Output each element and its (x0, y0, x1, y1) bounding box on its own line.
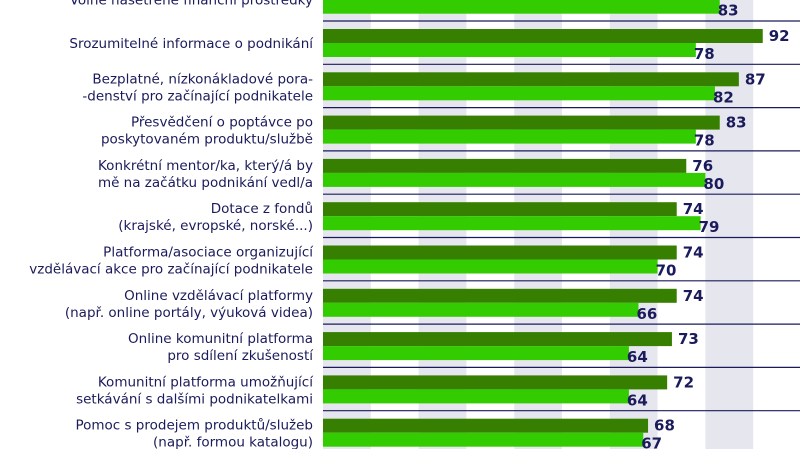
bar (323, 202, 677, 217)
bar (323, 115, 720, 130)
bar (323, 172, 706, 187)
data-label: 70 (656, 262, 677, 280)
data-label: 66 (636, 305, 657, 323)
data-label: 83 (718, 2, 739, 20)
bar (323, 216, 701, 231)
data-label: 78 (694, 132, 715, 150)
bar (323, 129, 696, 144)
category-label: Online vzdělávací platformy (124, 288, 313, 304)
category-label: Srozumitelné informace o podnikání (69, 36, 314, 52)
category-label: Bezplatné, nízkonákladové pora- (92, 71, 313, 87)
category-label: Pomoc s prodejem produktů/služeb (75, 418, 313, 434)
category-label: poskytovaném produktu/službě (101, 132, 313, 148)
data-label: 72 (673, 373, 694, 391)
category-label: (např. online portály, výuková videa) (65, 305, 313, 321)
data-label: 82 (713, 88, 734, 106)
category-label: Online komunitní platforma (128, 331, 313, 347)
bar (323, 389, 629, 404)
bar (323, 0, 720, 14)
category-label: (krajské, evropské, norské...) (118, 218, 313, 234)
data-label: 92 (769, 27, 790, 45)
data-label: 67 (641, 435, 662, 449)
data-label: 80 (703, 175, 724, 193)
bar (323, 29, 763, 43)
data-label: 83 (726, 114, 747, 132)
data-label: 68 (654, 417, 675, 435)
category-label: Dotace z fondů (211, 201, 313, 217)
data-label: 74 (683, 200, 704, 218)
category-label: (např. formou katalogu) (153, 435, 313, 449)
bar (323, 418, 649, 433)
bar (323, 432, 644, 447)
category-label: -denství pro začínající podnikatele (82, 88, 313, 104)
category-label: setkávání s dalšími podnikatelkami (76, 391, 313, 407)
data-label: 79 (699, 218, 720, 236)
category-label: Platforma/asociace organizující (103, 245, 314, 261)
data-label: 64 (627, 348, 648, 366)
data-label: 74 (683, 287, 704, 305)
data-label: 87 (745, 70, 766, 88)
bar (323, 43, 696, 57)
bar (323, 375, 668, 390)
bar (323, 245, 677, 260)
data-label: 74 (683, 244, 704, 262)
category-label: Komunitní platforma umožňující (98, 374, 314, 390)
data-label: 78 (694, 45, 715, 63)
bar (323, 72, 739, 87)
category-label: Konkrétní mentor/ka, který/á by (98, 158, 313, 174)
data-label: 64 (627, 391, 648, 409)
bar (323, 259, 658, 274)
data-label: 73 (678, 330, 699, 348)
bar (323, 302, 639, 317)
category-label: Přesvědčení o poptávce po (131, 115, 313, 131)
bar (323, 158, 687, 173)
data-label: 76 (692, 157, 713, 175)
bar (323, 332, 672, 347)
category-label: Volné našetřené finanční prostředky (70, 0, 313, 9)
bar (323, 346, 629, 361)
category-label: vzdělávací akce pro začínající podnikate… (29, 262, 313, 278)
category-label: mě na začátku podnikání vedl/a (98, 175, 313, 191)
bar (323, 288, 677, 303)
category-label: pro sdílení zkušeností (167, 348, 314, 364)
bar (323, 86, 715, 101)
